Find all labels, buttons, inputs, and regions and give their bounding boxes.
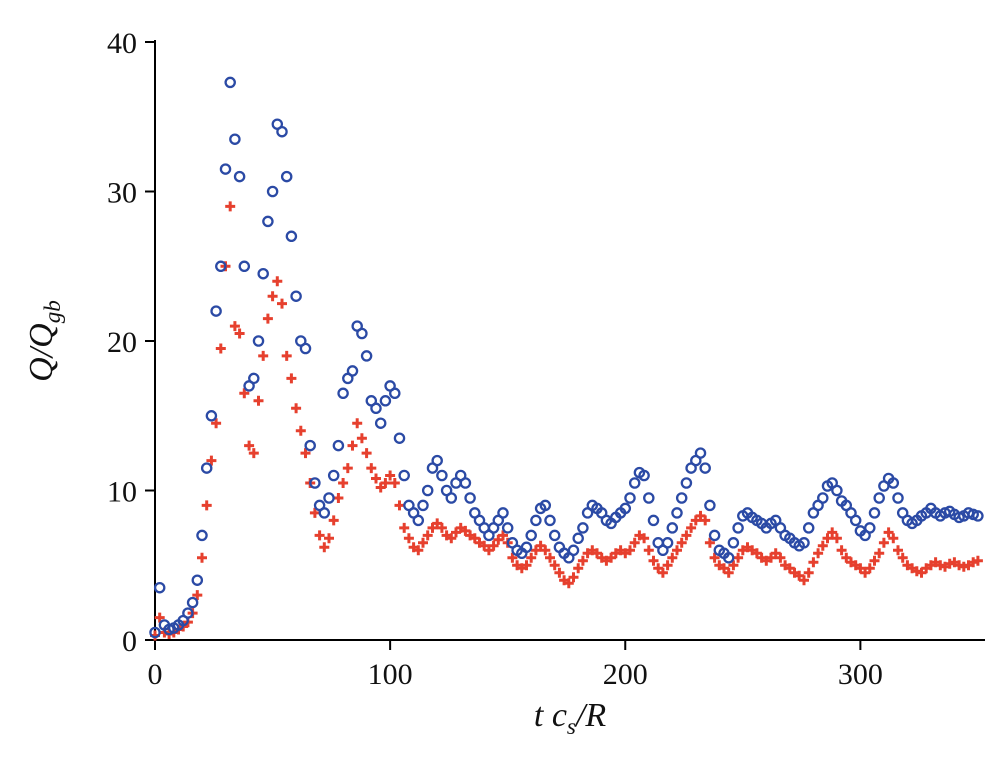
tick-labels: 0 100 200 300 0 10 20 30 40 xyxy=(107,27,883,691)
x-tick-label: 300 xyxy=(838,658,883,691)
x-axis-label-pre: t c xyxy=(533,697,567,734)
x-tick-label: 0 xyxy=(148,658,163,691)
x-tick-label: 200 xyxy=(603,658,648,691)
series-blue-circles xyxy=(149,76,984,639)
series-red-plus xyxy=(150,201,983,641)
x-axis-label: t cs/R xyxy=(533,697,607,739)
y-tick-label: 20 xyxy=(107,326,137,359)
x-tick-label: 100 xyxy=(368,658,413,691)
x-axis-label-sub: s xyxy=(566,713,576,740)
y-tick-label: 30 xyxy=(107,177,137,210)
x-axis-label-post: /R xyxy=(575,697,607,734)
axes xyxy=(145,40,985,650)
y-axis-label: Q/Qgb xyxy=(23,300,66,382)
y-tick-label: 0 xyxy=(122,625,137,658)
y-tick-label: 10 xyxy=(107,476,137,509)
y-axis-label-pre: Q/Q xyxy=(23,323,60,382)
y-axis-label-sub: gb xyxy=(39,300,66,324)
y-tick-label: 40 xyxy=(107,27,137,60)
